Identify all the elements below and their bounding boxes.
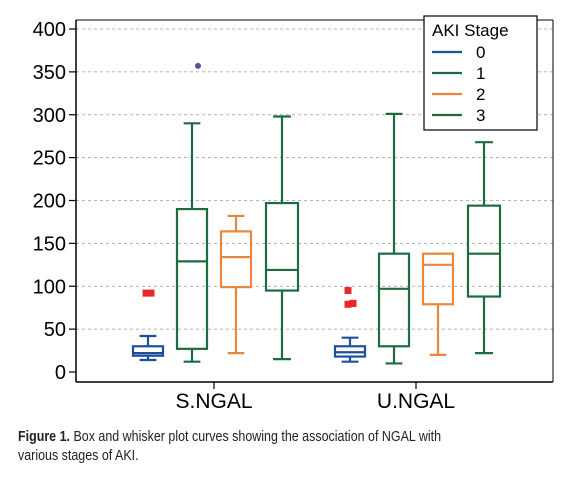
y-tick-label: 350 [33,62,66,84]
box [466,204,502,298]
y-tick-label: 200 [33,191,66,213]
outlier-point [349,299,357,307]
y-tick-label: 250 [33,148,66,170]
box-plot-chart: 0 50 100 150 200 250 300 350 400 S.NGAL U.NGAL AKI … [33,15,554,413]
y-tick-label: 300 [33,105,66,127]
y-tick-label: 100 [33,276,66,298]
legend-label: 3 [476,106,485,125]
legend-label: 0 [476,43,485,62]
caption-label: Figure 1. [18,429,70,445]
box [377,252,411,348]
box [219,230,253,289]
x-tick-label: U.NGAL [377,390,455,413]
y-tick-label: 150 [33,233,66,255]
legend-title: AKI Stage [432,21,509,40]
y-tick-label: 0 [55,362,66,384]
box [421,252,455,306]
legend-label: 1 [476,64,485,83]
outlier-point [344,300,352,308]
y-tick-label: 50 [44,319,66,341]
box [131,345,165,357]
y-tick-label: 400 [33,19,66,41]
outlier-point [344,287,352,295]
x-tick-label: S.NGAL [175,390,252,413]
legend-label: 2 [476,85,485,104]
outlier-point [147,289,155,297]
box [264,201,300,292]
figure-caption: Figure 1. Box and whisker plot curves sh… [18,428,482,466]
outlier-point [142,289,150,297]
outlier-point [195,62,201,69]
box [175,207,209,350]
caption-text: Box and whisker plot curves showing the … [18,429,442,464]
